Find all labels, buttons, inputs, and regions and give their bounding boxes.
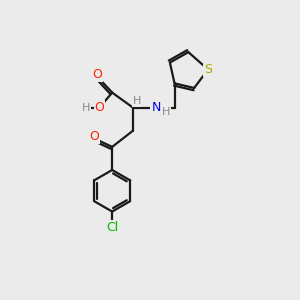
Text: H: H	[162, 107, 170, 117]
Text: O: O	[92, 68, 102, 81]
Text: Cl: Cl	[106, 220, 118, 233]
Text: O: O	[89, 130, 99, 143]
Text: H: H	[133, 96, 141, 106]
Text: N: N	[152, 101, 161, 114]
Text: H: H	[81, 103, 90, 112]
Text: S: S	[204, 63, 212, 76]
Text: O: O	[94, 101, 104, 114]
